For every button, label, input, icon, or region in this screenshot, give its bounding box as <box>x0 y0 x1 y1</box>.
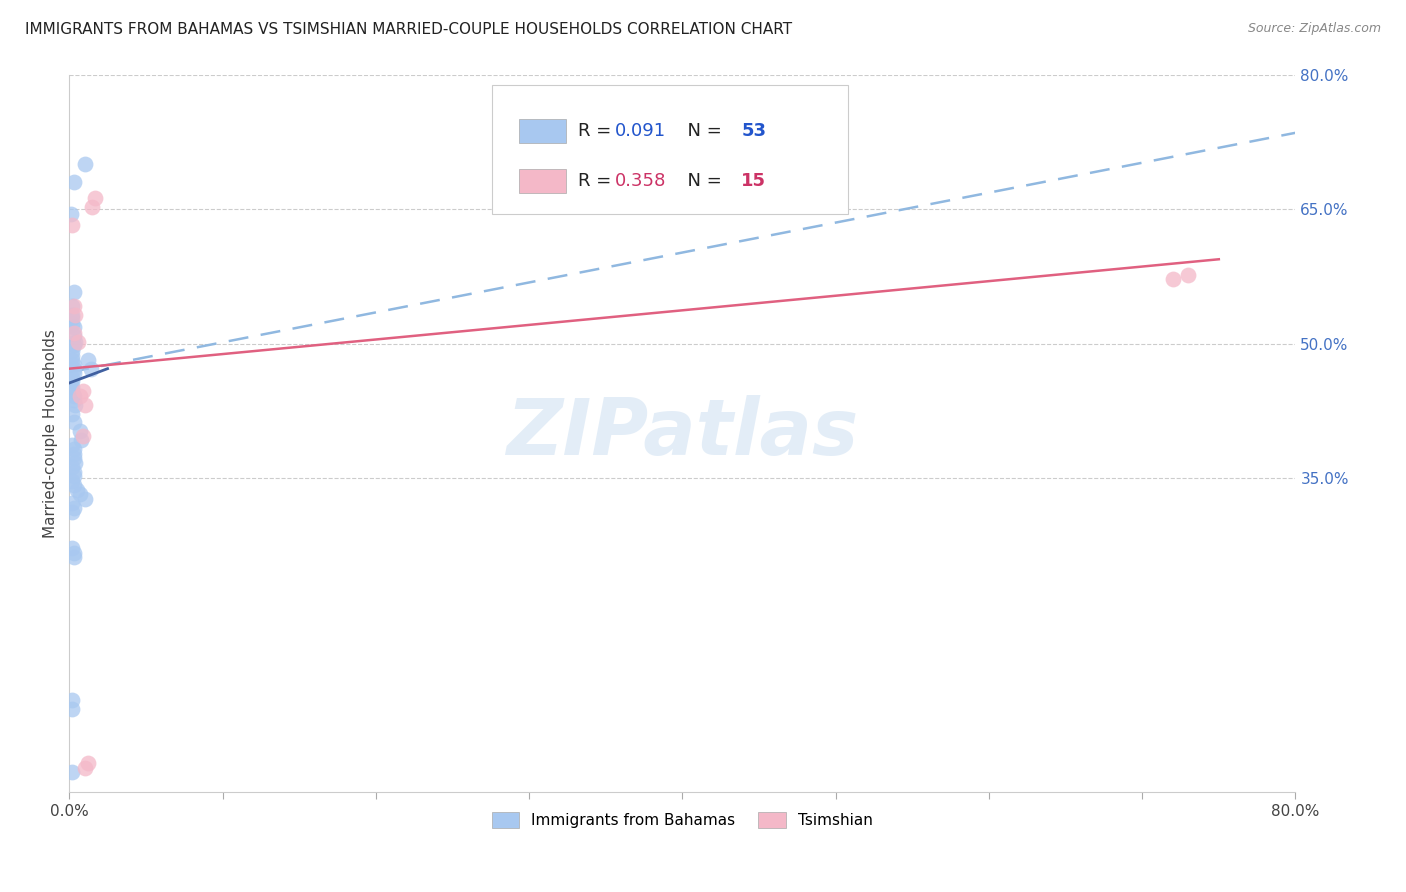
Legend: Immigrants from Bahamas, Tsimshian: Immigrants from Bahamas, Tsimshian <box>485 806 879 835</box>
Text: 0.358: 0.358 <box>614 172 666 190</box>
Point <box>63 329 86 343</box>
Text: Source: ZipAtlas.com: Source: ZipAtlas.com <box>1247 22 1381 36</box>
Point <box>63 545 86 559</box>
Point <box>63 478 86 492</box>
Text: 15: 15 <box>741 172 766 190</box>
Point <box>60 352 83 367</box>
Y-axis label: Married-couple Households: Married-couple Households <box>44 329 58 538</box>
Point <box>63 388 86 402</box>
FancyBboxPatch shape <box>519 119 565 143</box>
Point <box>60 317 83 331</box>
Point <box>65 456 87 470</box>
Point <box>66 483 89 497</box>
Point <box>69 424 91 438</box>
Point <box>69 388 91 402</box>
Point <box>60 370 83 384</box>
FancyBboxPatch shape <box>492 86 848 214</box>
Point <box>72 429 94 443</box>
Point <box>73 491 96 506</box>
Point <box>63 469 86 483</box>
Point <box>60 343 83 358</box>
Point <box>65 334 87 349</box>
Point <box>63 338 86 352</box>
Point <box>63 442 86 457</box>
Point <box>59 206 82 220</box>
Point <box>69 487 91 501</box>
Point <box>63 549 86 564</box>
Text: ZIPatlas: ZIPatlas <box>506 395 859 471</box>
Text: R =: R = <box>578 122 617 140</box>
Point <box>76 756 98 771</box>
Point <box>63 361 86 376</box>
Point <box>60 374 83 388</box>
Point <box>60 379 83 393</box>
Point <box>63 465 86 479</box>
Text: 53: 53 <box>741 122 766 140</box>
Point <box>70 434 93 448</box>
Point <box>63 299 86 313</box>
Point <box>65 308 87 322</box>
Point <box>63 366 86 380</box>
Point <box>60 505 83 519</box>
Point <box>63 175 86 189</box>
Point <box>63 451 86 466</box>
Point <box>60 218 83 232</box>
Point <box>60 438 83 452</box>
Point <box>73 157 96 171</box>
Point <box>60 496 83 510</box>
Point <box>63 358 86 372</box>
Text: N =: N = <box>676 172 728 190</box>
Point <box>73 398 96 412</box>
Point <box>65 398 87 412</box>
Text: N =: N = <box>676 122 728 140</box>
Point <box>63 392 86 407</box>
Point <box>60 407 83 421</box>
Point <box>60 311 83 326</box>
Point <box>80 361 103 376</box>
FancyBboxPatch shape <box>519 169 565 193</box>
Point <box>63 416 86 430</box>
Point <box>76 352 98 367</box>
Text: R =: R = <box>578 172 617 190</box>
Point <box>1177 268 1199 282</box>
Point <box>63 447 86 461</box>
Point <box>84 191 107 205</box>
Point <box>73 761 96 775</box>
Point <box>60 541 83 555</box>
Point <box>63 326 86 340</box>
Point <box>60 308 83 322</box>
Point <box>60 765 83 780</box>
Point <box>60 474 83 488</box>
Point <box>60 702 83 716</box>
Point <box>82 200 104 214</box>
Point <box>67 334 90 349</box>
Point <box>60 349 83 363</box>
Point <box>60 299 83 313</box>
Point <box>60 384 83 398</box>
Point <box>72 384 94 398</box>
Point <box>60 460 83 475</box>
Text: IMMIGRANTS FROM BAHAMAS VS TSIMSHIAN MARRIED-COUPLE HOUSEHOLDS CORRELATION CHART: IMMIGRANTS FROM BAHAMAS VS TSIMSHIAN MAR… <box>25 22 793 37</box>
Point <box>60 693 83 707</box>
Point <box>63 500 86 515</box>
Point <box>63 285 86 299</box>
Text: 0.091: 0.091 <box>614 122 666 140</box>
Point <box>63 320 86 334</box>
Point <box>1161 272 1184 286</box>
